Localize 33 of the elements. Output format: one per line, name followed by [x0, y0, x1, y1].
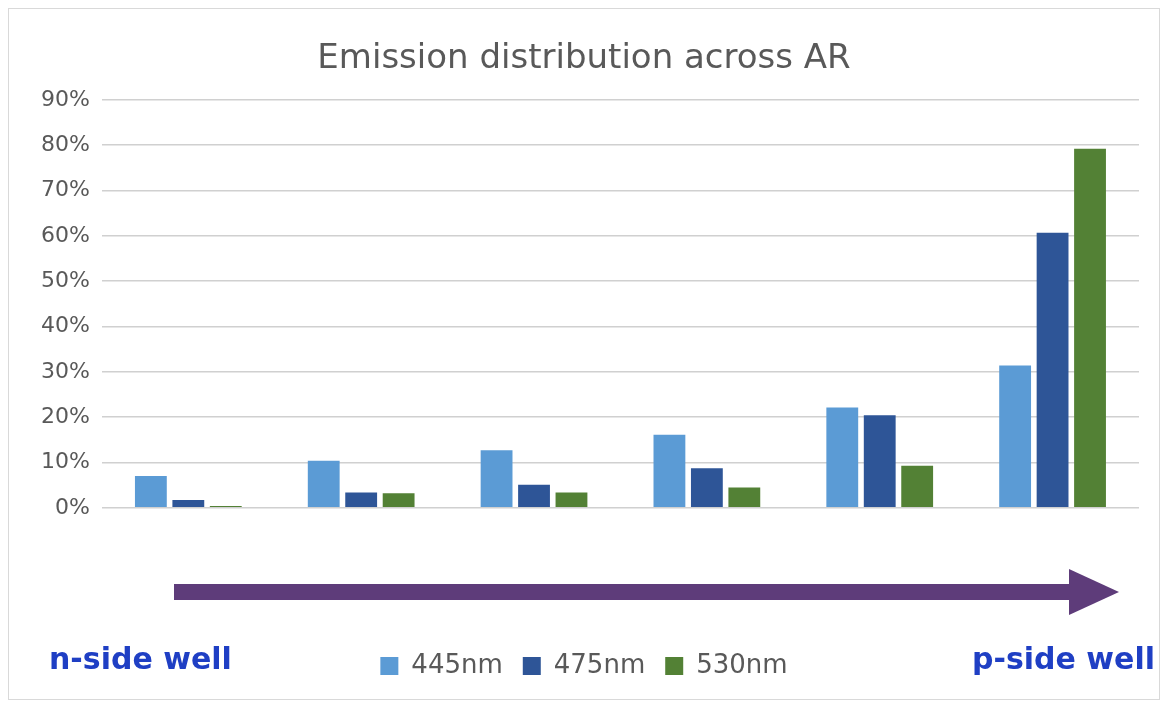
- y-tick-label: 70%: [40, 176, 90, 202]
- bar: [999, 365, 1032, 508]
- y-tick-label: 10%: [40, 448, 90, 474]
- bar: [480, 450, 513, 508]
- bar: [307, 460, 340, 508]
- y-tick-label: 50%: [40, 266, 90, 292]
- chart-title: Emission distribution across AR: [317, 36, 851, 77]
- text: p-side well: [972, 640, 1155, 676]
- bar: [728, 487, 761, 508]
- bar: [172, 500, 205, 508]
- bar: [653, 434, 686, 508]
- y-tick-label: 30%: [40, 357, 90, 383]
- text: n-side well: [49, 640, 232, 676]
- y-tick-label: 0%: [54, 493, 90, 519]
- bar: [901, 465, 934, 508]
- bar: [345, 492, 378, 508]
- bar: [555, 492, 588, 508]
- bar: [518, 484, 550, 508]
- bar: [863, 415, 896, 508]
- legend-label: 530nm: [696, 648, 788, 679]
- legend-label: 475nm: [553, 648, 646, 679]
- y-tick-label: 90%: [40, 85, 90, 111]
- bar: [826, 407, 859, 508]
- y-tick-label: 60%: [40, 221, 90, 247]
- bar: [1074, 148, 1106, 508]
- y-tick-label: 20%: [40, 402, 90, 428]
- bar: [1036, 232, 1069, 508]
- bar: [134, 476, 167, 508]
- bar: [382, 493, 415, 508]
- y-tick-label: 80%: [40, 130, 90, 156]
- legend-label: 445nm: [411, 648, 503, 679]
- bar: [690, 468, 723, 508]
- y-tick-label: 40%: [40, 312, 90, 338]
